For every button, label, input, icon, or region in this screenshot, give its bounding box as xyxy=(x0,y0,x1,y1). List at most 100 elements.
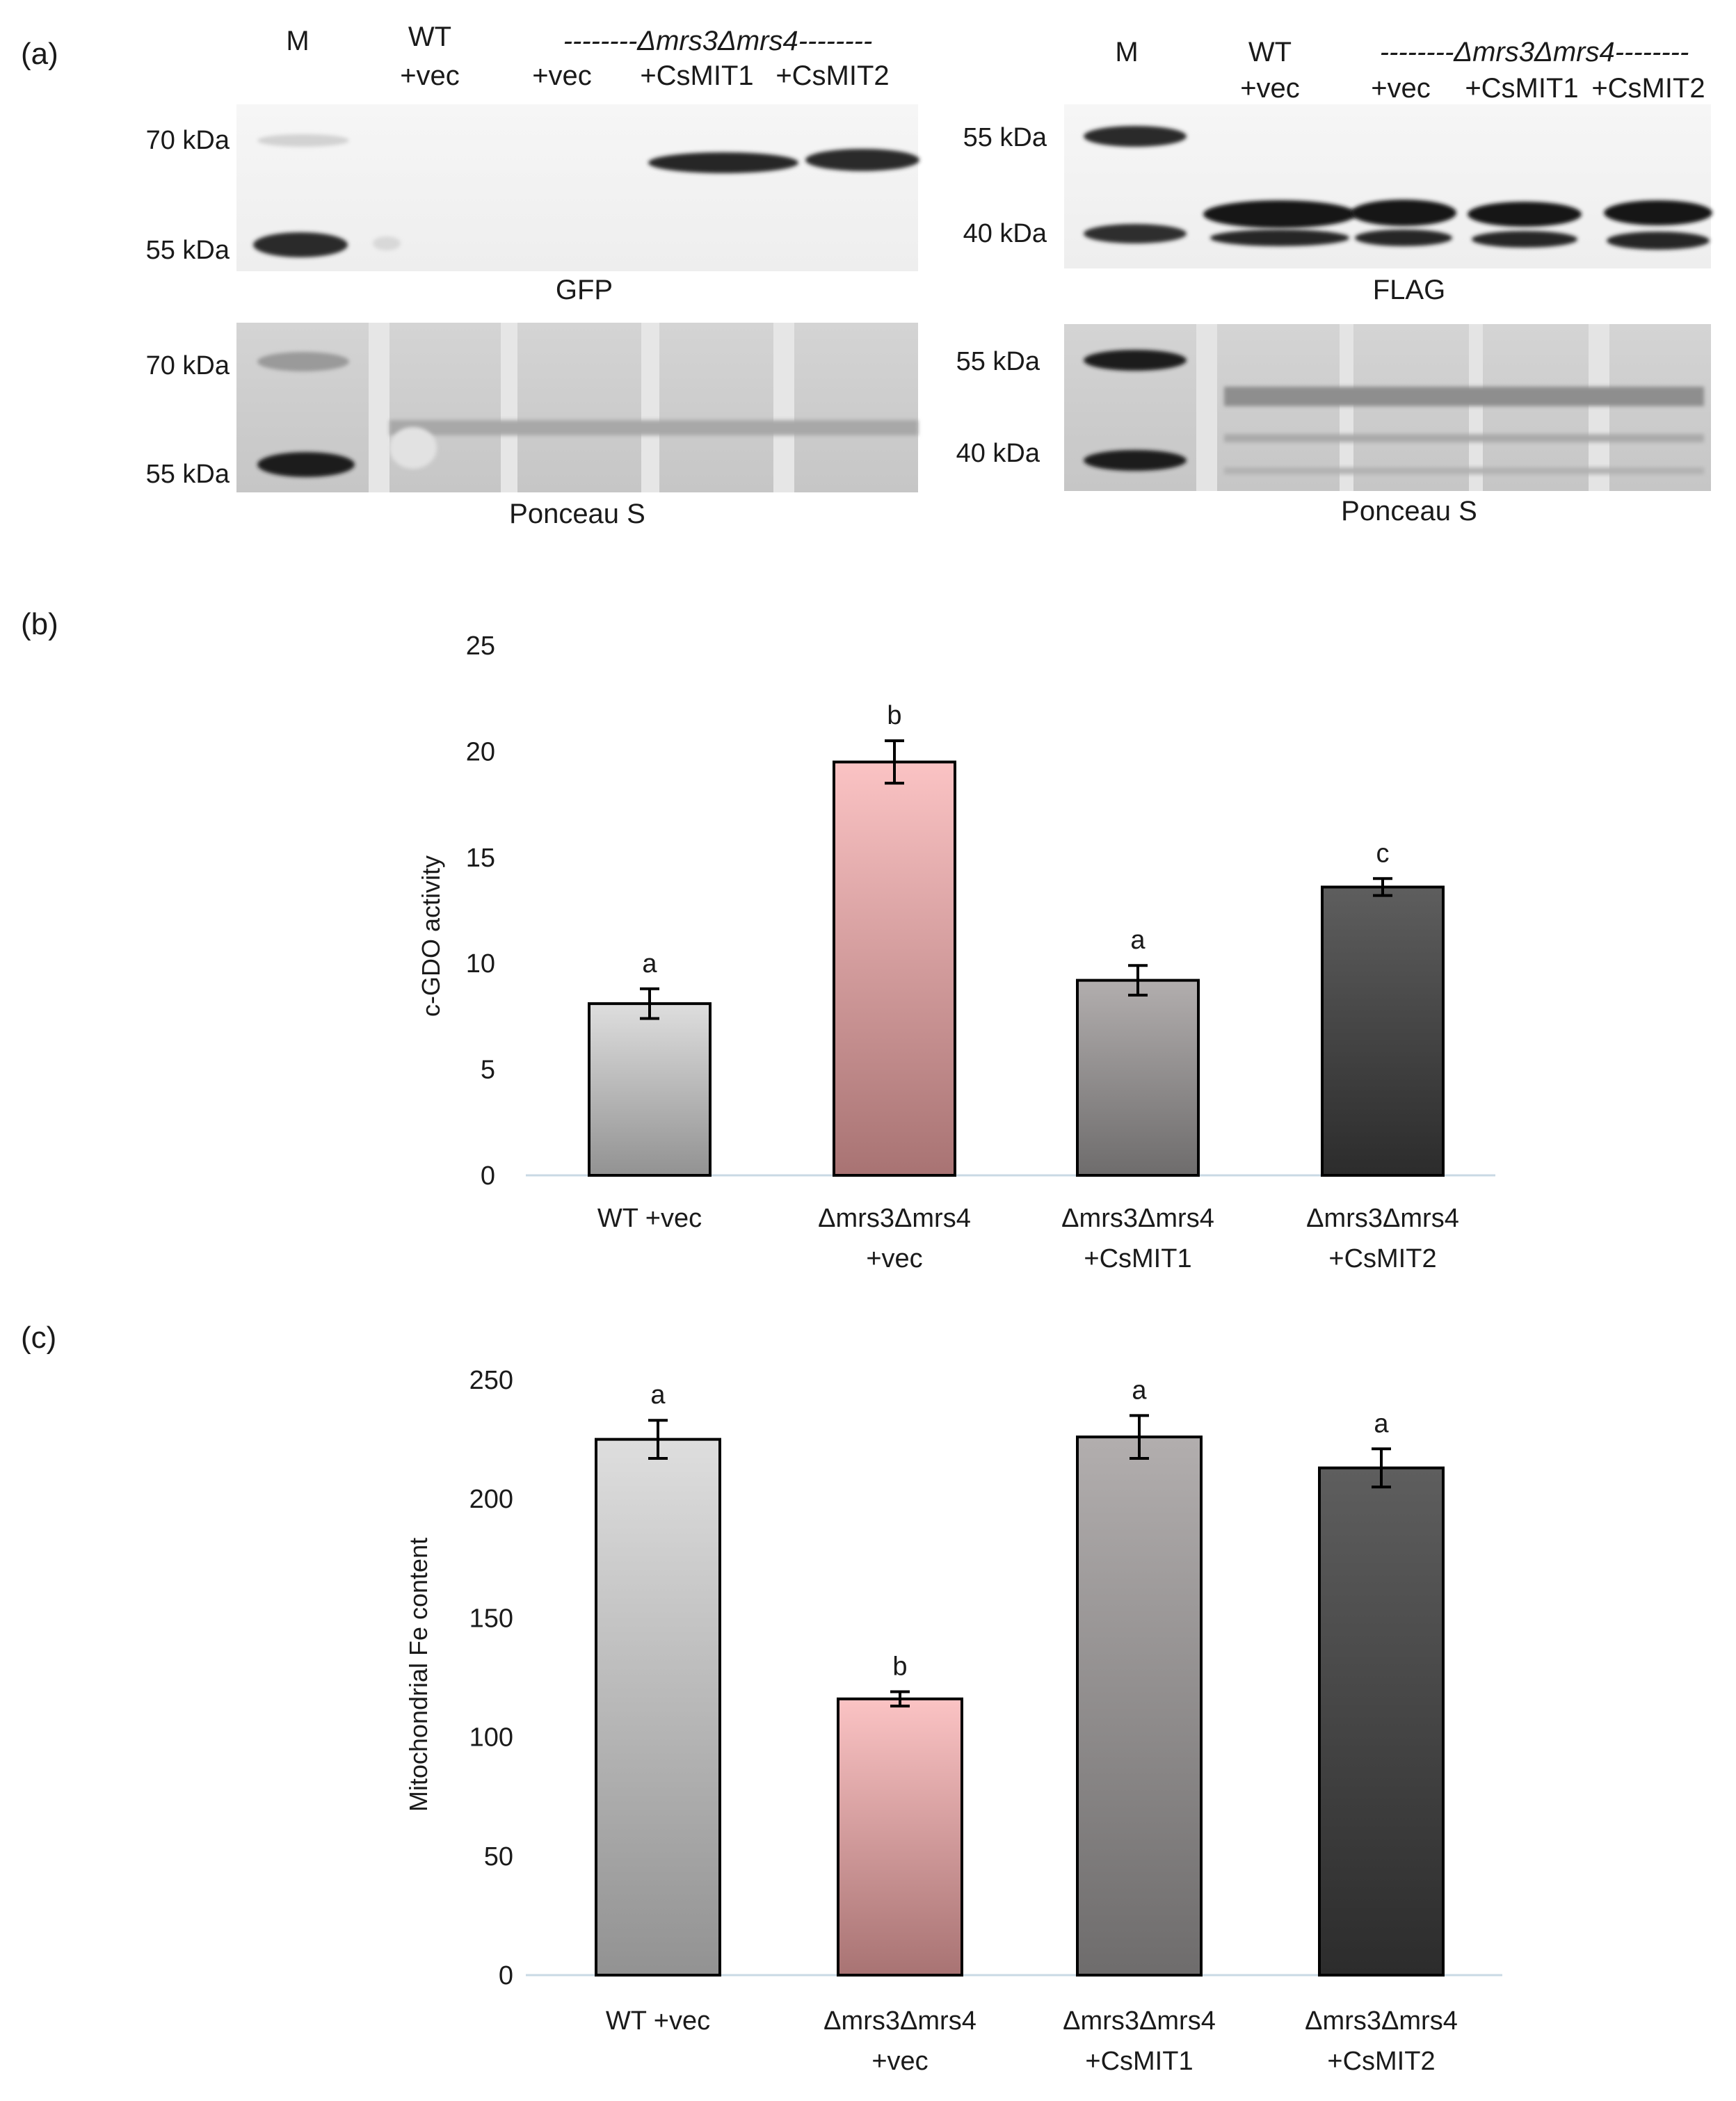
gfp-blot-image xyxy=(236,104,918,271)
ponceau-left-blob xyxy=(389,427,437,469)
gfp-band-csmit2 xyxy=(805,149,919,171)
chart-b-category-label: Δmrs3Δmrs4 xyxy=(1061,1204,1214,1233)
chart-c-ytick-label: 250 xyxy=(469,1366,513,1395)
left-wt-label-line2: +vec xyxy=(400,61,460,91)
right-wt-label-line2: +vec xyxy=(1240,73,1300,104)
panel-letter-b: (b) xyxy=(21,607,58,641)
flag-kda-40: 40 kDa xyxy=(963,219,1047,248)
ponceau-left-band-mid xyxy=(389,420,918,435)
flag-band-csmit2-lower xyxy=(1607,232,1710,250)
gfp-band-csmit1 xyxy=(648,152,798,173)
right-strain-bracket: --------Δmrs3Δmrs4-------- xyxy=(1380,37,1689,67)
gfp-marker-band-55 xyxy=(253,232,348,257)
chart-b-significance-letter: b xyxy=(887,701,901,730)
flag-marker-band-40 xyxy=(1084,224,1187,243)
ponceau-right-lane-divider-1 xyxy=(1196,324,1217,491)
ponceau-left-kda-70: 70 kDa xyxy=(146,351,230,380)
left-lane-label-csmit1: +CsMIT1 xyxy=(640,61,753,91)
chart-c-significance-letter: b xyxy=(892,1652,907,1682)
flag-kda-55: 55 kDa xyxy=(963,123,1047,152)
chart-b-ytick-label: 15 xyxy=(466,844,495,873)
flag-band-vec-lower xyxy=(1355,230,1452,246)
chart-b-y-axis-label: c-GDO activity xyxy=(417,855,445,1017)
panel-letter-a: (a) xyxy=(21,37,58,71)
gfp-kda-70: 70 kDa xyxy=(146,126,230,155)
chart-c-category-label: +CsMIT1 xyxy=(1085,2047,1193,2076)
ponceau-right-band-mid xyxy=(1224,387,1704,406)
flag-band-csmit1-lower xyxy=(1472,231,1577,248)
ponceau-right-lane-divider-3 xyxy=(1469,324,1483,491)
ponceau-right-marker-40 xyxy=(1084,450,1187,471)
chart-c-ytick-label: 0 xyxy=(499,1961,513,1990)
chart-b-category-label: +vec xyxy=(866,1244,922,1273)
chart-b-bar xyxy=(588,1002,712,1177)
chart-c-ytick-label: 150 xyxy=(469,1604,513,1633)
chart-c-bar xyxy=(837,1697,963,1977)
flag-band-vec-upper xyxy=(1351,200,1456,226)
chart-b-category-label: WT +vec xyxy=(597,1204,702,1233)
gfp-faint-smear xyxy=(373,236,401,250)
chart-b-significance-letter: a xyxy=(1130,926,1146,955)
chart-b-category-label: +CsMIT1 xyxy=(1084,1244,1191,1273)
flag-band-wt-upper xyxy=(1203,200,1356,228)
ponceau-right-band-low1 xyxy=(1224,434,1704,442)
chart-c-significance-letter: a xyxy=(1132,1376,1147,1405)
chart-c-ytick-label: 200 xyxy=(469,1485,513,1514)
flag-band-wt-lower xyxy=(1210,230,1349,246)
right-lane-label-vec: +vec xyxy=(1371,73,1431,104)
ponceau-right-marker-55 xyxy=(1084,350,1187,371)
chart-c-significance-letter: a xyxy=(650,1380,666,1410)
chart-b-ytick-label: 0 xyxy=(481,1161,495,1191)
right-lane-label-csmit1: +CsMIT1 xyxy=(1465,73,1578,104)
chart-c-category-label: +vec xyxy=(871,2047,928,2076)
gfp-kda-55: 55 kDa xyxy=(146,236,230,265)
right-lane-label-csmit2: +CsMIT2 xyxy=(1591,73,1705,104)
gfp-caption: GFP xyxy=(556,275,613,305)
ponceau-right-kda-40: 40 kDa xyxy=(956,439,1040,468)
chart-b-bar xyxy=(1321,885,1445,1177)
chart-c-category-label: Δmrs3Δmrs4 xyxy=(1305,2006,1458,2036)
ponceau-left-caption: Ponceau S xyxy=(509,499,645,529)
chart-c-category-label: WT +vec xyxy=(606,2006,710,2036)
ponceau-right-band-low2 xyxy=(1224,467,1704,474)
chart-b-ytick-label: 5 xyxy=(481,1056,495,1085)
chart-b-significance-letter: c xyxy=(1376,839,1390,868)
chart-b-ytick-label: 25 xyxy=(466,631,495,661)
flag-band-csmit1-upper xyxy=(1468,202,1582,227)
chart-c-bar xyxy=(595,1438,721,1977)
ponceau-right-caption: Ponceau S xyxy=(1341,496,1477,526)
chart-b-category-label: +CsMIT2 xyxy=(1328,1244,1436,1273)
ponceau-left-marker-55 xyxy=(257,452,355,477)
chart-b-cgdo-activity: c-GDO activity 0 5 10 15 20 25 a WT +vec b Δmrs3Δ… xyxy=(417,631,1495,1273)
ponceau-left-lane-divider-1 xyxy=(369,323,389,492)
chart-b-significance-letter: a xyxy=(642,949,657,979)
right-marker-label: M xyxy=(1115,37,1138,67)
chart-c-category-label: Δmrs3Δmrs4 xyxy=(1063,2006,1216,2036)
ponceau-left-lane-divider-2 xyxy=(501,323,517,492)
panel-letter-c: (c) xyxy=(21,1321,56,1355)
flag-marker-band-55 xyxy=(1084,126,1187,147)
ponceau-left-lane-divider-4 xyxy=(773,323,794,492)
chart-b-ytick-label: 10 xyxy=(466,949,495,979)
chart-c-ytick-label: 100 xyxy=(469,1723,513,1753)
left-blot-group: M WT +vec --------Δmrs3Δmrs4-------- +ve… xyxy=(146,22,919,529)
left-lane-label-csmit2: +CsMIT2 xyxy=(775,61,889,91)
chart-c-mito-fe: Mitochondrial Fe content 0 50 100 150 200 250… xyxy=(404,1366,1502,2076)
gfp-marker-band-70 xyxy=(257,134,349,147)
ponceau-left-lane-divider-3 xyxy=(641,323,659,492)
left-wt-label-line1: WT xyxy=(408,22,451,52)
chart-b-bar xyxy=(833,760,956,1177)
ponceau-right-kda-55: 55 kDa xyxy=(956,347,1040,376)
flag-band-csmit2-upper xyxy=(1604,200,1712,225)
right-blot-group: M WT +vec --------Δmrs3Δmrs4-------- +ve… xyxy=(956,37,1712,526)
chart-c-ytick-label: 50 xyxy=(484,1842,513,1871)
chart-c-significance-letter: a xyxy=(1374,1409,1389,1438)
ponceau-right-lane-divider-4 xyxy=(1589,324,1609,491)
left-marker-label: M xyxy=(286,26,309,56)
left-strain-bracket: --------Δmrs3Δmrs4-------- xyxy=(563,26,873,56)
chart-b-bar xyxy=(1076,979,1200,1177)
flag-caption: FLAG xyxy=(1373,275,1445,305)
chart-c-category-label: +CsMIT2 xyxy=(1327,2047,1435,2076)
chart-c-bar xyxy=(1318,1466,1445,1977)
